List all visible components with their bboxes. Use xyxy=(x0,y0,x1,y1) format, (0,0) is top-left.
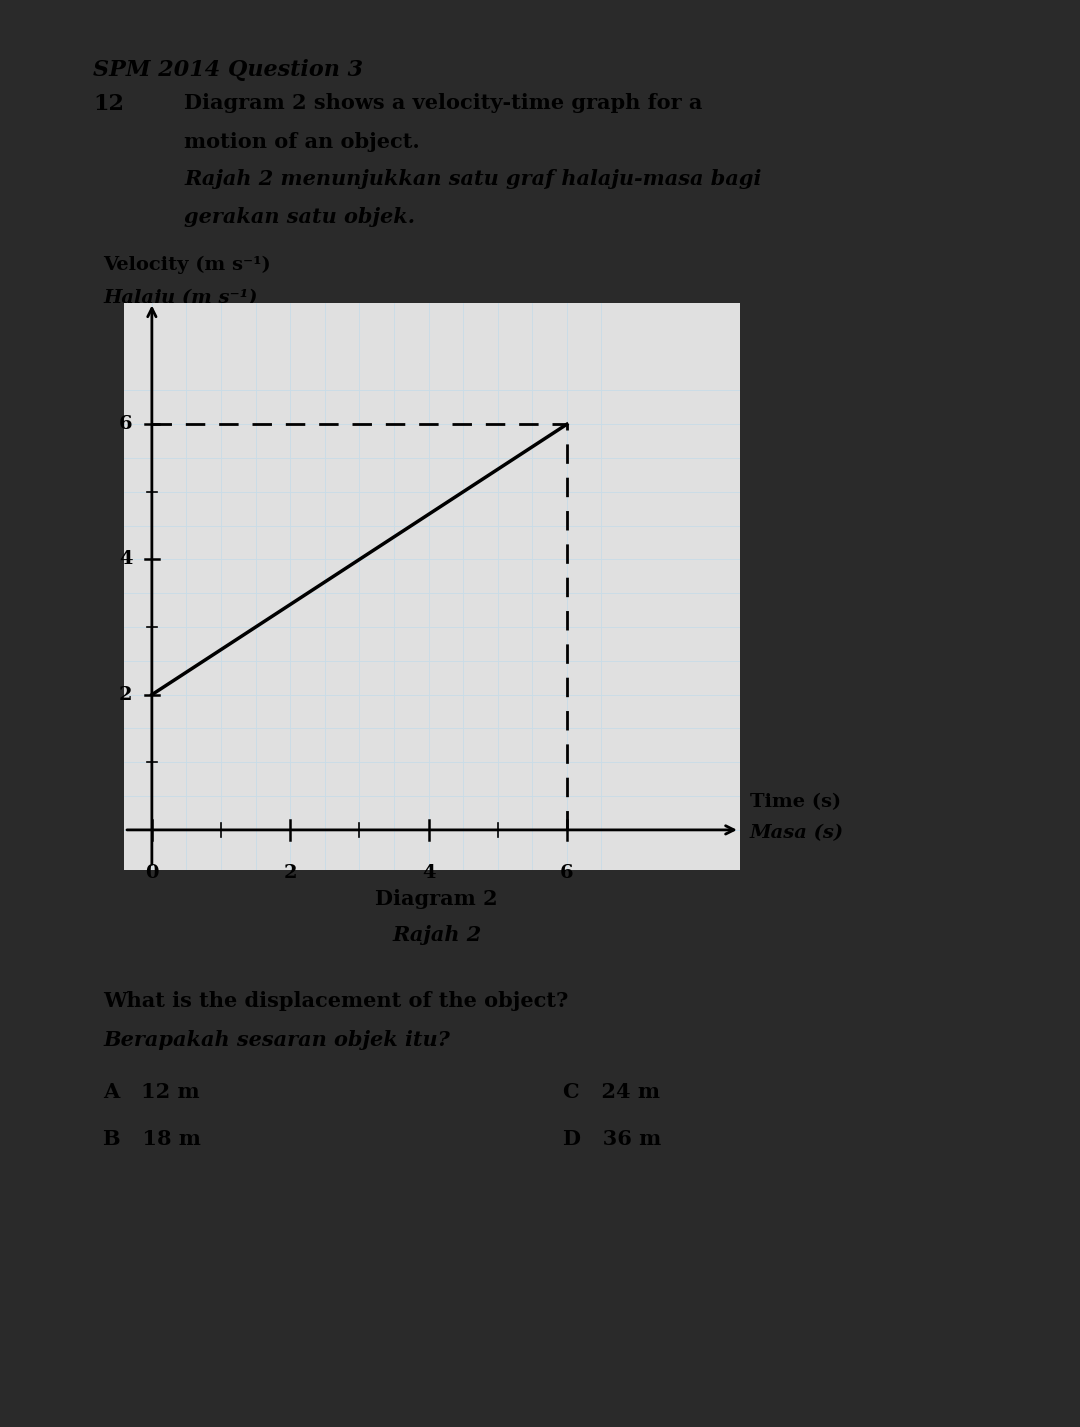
Text: Halaju (m s⁻¹): Halaju (m s⁻¹) xyxy=(104,288,258,307)
Text: A   12 m: A 12 m xyxy=(104,1082,200,1102)
Text: Diagram 2: Diagram 2 xyxy=(376,889,498,909)
Text: D   36 m: D 36 m xyxy=(563,1129,661,1149)
Text: C   24 m: C 24 m xyxy=(563,1082,660,1102)
Text: 6: 6 xyxy=(119,415,133,434)
Text: 4: 4 xyxy=(119,551,133,568)
Text: Velocity (m s⁻¹): Velocity (m s⁻¹) xyxy=(104,255,271,274)
Text: motion of an object.: motion of an object. xyxy=(185,131,420,151)
Text: gerakan satu objek.: gerakan satu objek. xyxy=(185,207,415,227)
Text: Rajah 2 menunjukkan satu graf halaju-masa bagi: Rajah 2 menunjukkan satu graf halaju-mas… xyxy=(185,168,761,188)
Text: 12: 12 xyxy=(93,93,124,116)
Text: Diagram 2 shows a velocity-time graph for a: Diagram 2 shows a velocity-time graph fo… xyxy=(185,93,703,113)
Text: 4: 4 xyxy=(422,863,435,882)
Text: Time (s): Time (s) xyxy=(750,793,841,812)
Text: Masa (s): Masa (s) xyxy=(750,823,843,842)
Text: SPM 2014 Question 3: SPM 2014 Question 3 xyxy=(93,59,364,81)
Text: 2: 2 xyxy=(283,863,297,882)
Text: 2: 2 xyxy=(119,686,133,704)
Text: 6: 6 xyxy=(561,863,573,882)
Text: 0: 0 xyxy=(145,863,159,882)
Text: Rajah 2: Rajah 2 xyxy=(392,925,482,945)
Text: What is the displacement of the object?: What is the displacement of the object? xyxy=(104,990,569,1010)
Text: Berapakah sesaran objek itu?: Berapakah sesaran objek itu? xyxy=(104,1029,450,1049)
Text: B   18 m: B 18 m xyxy=(104,1129,201,1149)
